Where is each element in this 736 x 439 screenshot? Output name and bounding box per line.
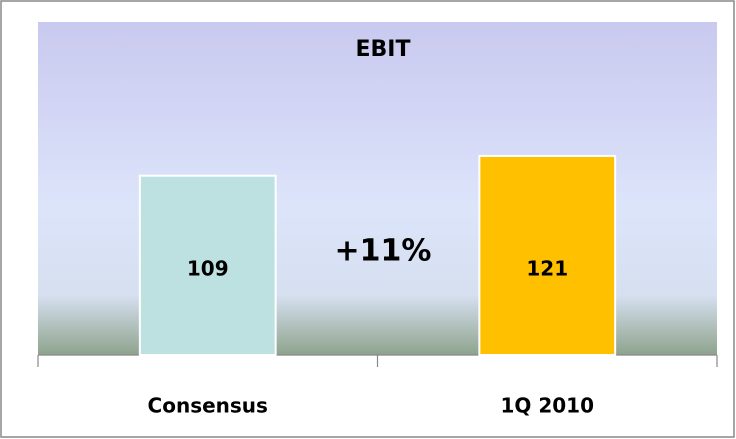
x-tick-label: Consensus [148, 394, 268, 418]
data-label: 109 [187, 257, 229, 281]
bar [478, 154, 617, 356]
annotation: +11% [335, 234, 432, 269]
x-tick-label: 1Q 2010 [500, 394, 594, 418]
data-label: 121 [526, 257, 568, 281]
bar [138, 174, 277, 356]
chart-title: EBIT [356, 37, 411, 62]
